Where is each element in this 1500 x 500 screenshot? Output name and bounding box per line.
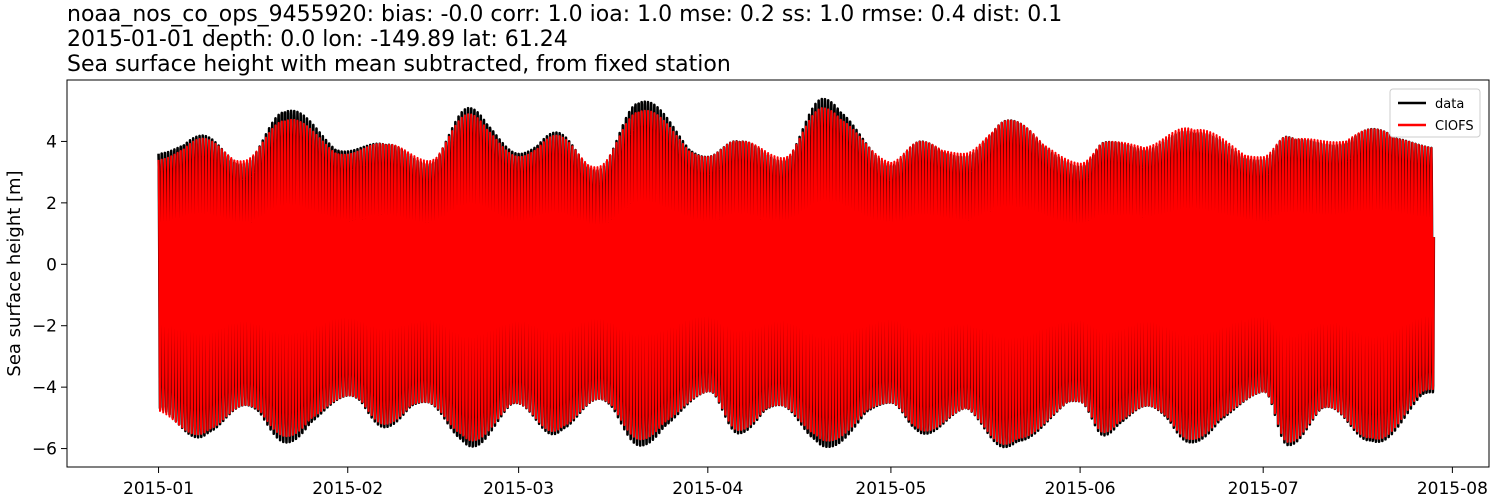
plot-frame — [66, 79, 1490, 468]
chart-title: noaa_nos_co_ops_9455920: bias: -0.0 corr… — [67, 2, 1062, 77]
y-tick-label: 0 — [46, 255, 57, 275]
x-tick-label: 2015-04 — [672, 479, 743, 499]
x-tick-label: 2015-08 — [1417, 479, 1488, 499]
x-tick-label: 2015-02 — [312, 479, 383, 499]
title-line-stats: noaa_nos_co_ops_9455920: bias: -0.0 corr… — [67, 2, 1063, 27]
series-layer — [157, 97, 1436, 449]
y-axis-label: Sea surface height [m] — [4, 170, 25, 376]
series-line-ciofs — [157, 107, 1435, 445]
y-tick-label: −4 — [32, 378, 57, 398]
y-axis: −6 −4 −2 0 2 4 — [32, 132, 67, 460]
y-tick-label: 2 — [46, 194, 57, 214]
title-line-station: 2015-01-01 depth: 0.0 lon: -149.89 lat: … — [67, 27, 568, 52]
x-tick-label: 2015-01 — [123, 479, 194, 499]
y-tick-label: −6 — [32, 440, 57, 460]
title-line-variable: Sea surface height with mean subtracted,… — [67, 52, 731, 77]
x-tick-label: 2015-03 — [483, 479, 554, 499]
y-tick-label: 4 — [46, 132, 57, 152]
x-axis: 2015-01 2015-02 2015-03 2015-04 2015-05 2015-… — [123, 467, 1488, 499]
legend-label-ciofs: CIOFS — [1435, 119, 1474, 134]
x-tick-label: 2015-07 — [1228, 479, 1299, 499]
x-tick-label: 2015-05 — [855, 479, 926, 499]
legend: data CIOFS — [1389, 88, 1481, 138]
legend-label-data: data — [1435, 97, 1464, 112]
y-tick-label: −2 — [32, 317, 57, 337]
x-tick-label: 2015-06 — [1045, 479, 1116, 499]
